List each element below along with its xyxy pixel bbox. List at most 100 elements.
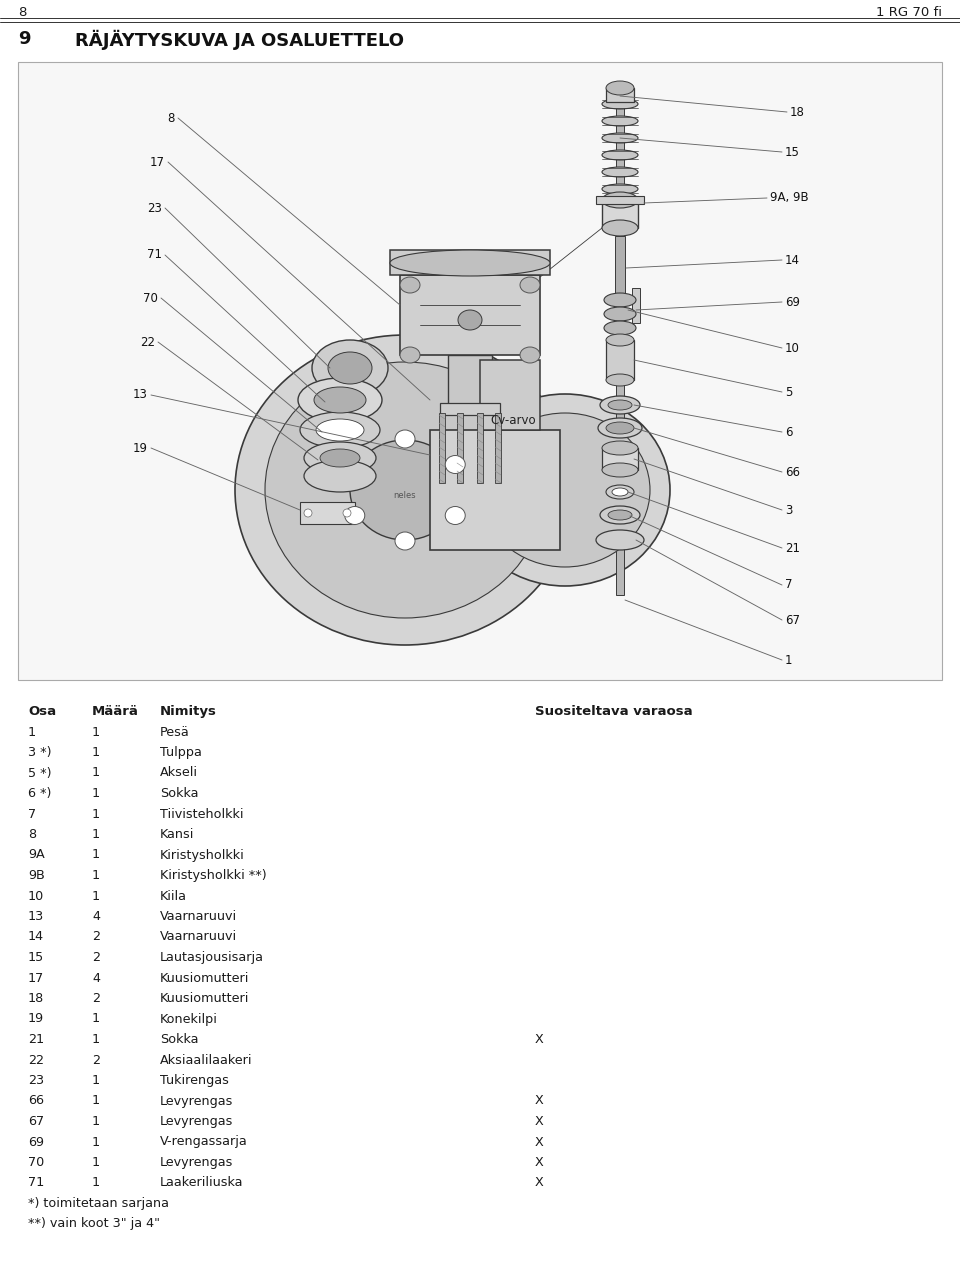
Text: Kiristysholkki **): Kiristysholkki **) (160, 869, 267, 882)
Text: Nimitys: Nimitys (160, 705, 217, 718)
Text: Vaarnaruuvi: Vaarnaruuvi (160, 910, 237, 923)
Text: 21: 21 (785, 541, 800, 554)
Text: 1: 1 (92, 1033, 100, 1046)
Text: 71: 71 (147, 248, 162, 261)
Text: Tulppa: Tulppa (160, 746, 202, 759)
Text: Suositeltava varaosa: Suositeltava varaosa (535, 705, 692, 718)
Text: Levyrengas: Levyrengas (160, 1094, 233, 1107)
Ellipse shape (606, 81, 634, 95)
Text: 8: 8 (18, 6, 26, 19)
Bar (477, 413, 483, 483)
Ellipse shape (445, 507, 466, 525)
Ellipse shape (604, 307, 636, 321)
Text: 22: 22 (28, 1053, 44, 1066)
Ellipse shape (320, 449, 360, 467)
Text: 3 *): 3 *) (28, 746, 52, 759)
Ellipse shape (600, 506, 640, 524)
Text: Osa: Osa (28, 705, 56, 718)
Text: 15: 15 (28, 951, 44, 964)
Text: 10: 10 (785, 342, 800, 355)
Ellipse shape (604, 321, 636, 335)
Text: neles: neles (394, 490, 417, 499)
Ellipse shape (400, 276, 420, 293)
Text: 17: 17 (150, 155, 165, 169)
Text: 1: 1 (92, 808, 100, 820)
Ellipse shape (395, 532, 415, 550)
Text: 3: 3 (785, 503, 792, 517)
Text: Määrä: Määrä (92, 705, 139, 718)
Ellipse shape (265, 362, 545, 618)
Text: 9A, 9B: 9A, 9B (770, 192, 808, 205)
Text: 5: 5 (785, 385, 792, 398)
Text: 2: 2 (92, 1053, 100, 1066)
Text: 2: 2 (92, 931, 100, 943)
Bar (390, 250, 550, 275)
Text: 18: 18 (790, 105, 804, 119)
Text: 5 *): 5 *) (28, 767, 52, 780)
Ellipse shape (598, 419, 642, 438)
Text: RÄJÄYTYSKUVA JA OSALUETTELO: RÄJÄYTYSKUVA JA OSALUETTELO (75, 29, 404, 50)
Ellipse shape (312, 340, 388, 396)
Ellipse shape (602, 116, 638, 125)
Text: 69: 69 (785, 296, 800, 308)
Text: 70: 70 (143, 292, 158, 305)
Ellipse shape (606, 422, 634, 434)
Ellipse shape (602, 184, 638, 195)
Text: Kuusiomutteri: Kuusiomutteri (160, 972, 250, 984)
Text: 14: 14 (785, 253, 800, 266)
Ellipse shape (606, 334, 634, 346)
Text: 18: 18 (28, 992, 44, 1005)
Text: 69: 69 (28, 1135, 44, 1148)
Text: 1: 1 (92, 726, 100, 739)
Ellipse shape (520, 347, 540, 364)
Bar (495, 413, 501, 483)
Text: 7: 7 (785, 579, 793, 591)
Ellipse shape (304, 442, 376, 474)
Text: 6: 6 (785, 425, 793, 439)
Text: X: X (535, 1176, 543, 1189)
Ellipse shape (602, 150, 638, 160)
Text: 1: 1 (92, 1135, 100, 1148)
Text: 1: 1 (92, 1176, 100, 1189)
Text: 9B: 9B (28, 869, 45, 882)
Text: Laakeriliuska: Laakeriliuska (160, 1176, 244, 1189)
Text: 66: 66 (28, 1094, 44, 1107)
Ellipse shape (602, 192, 638, 207)
Text: Kiila: Kiila (160, 890, 187, 902)
Text: X: X (535, 1156, 543, 1169)
Text: 19: 19 (133, 442, 148, 454)
Text: Aksiaalilaakeri: Aksiaalilaakeri (160, 1053, 252, 1066)
Bar (602, 200, 638, 228)
Bar (616, 105, 624, 595)
Bar (632, 288, 640, 323)
Text: Cv-arvo: Cv-arvo (490, 413, 536, 426)
Ellipse shape (460, 394, 670, 586)
Ellipse shape (400, 347, 420, 364)
Text: 1: 1 (92, 1115, 100, 1128)
Bar (457, 413, 463, 483)
Text: 10: 10 (28, 890, 44, 902)
Ellipse shape (608, 399, 632, 410)
Text: 1: 1 (92, 1074, 100, 1087)
Text: 1: 1 (92, 1094, 100, 1107)
Text: X: X (535, 1033, 543, 1046)
Text: 7: 7 (28, 808, 36, 820)
Text: *) toimitetaan sarjana: *) toimitetaan sarjana (28, 1197, 169, 1210)
Ellipse shape (235, 335, 575, 645)
Text: Tukirengas: Tukirengas (160, 1074, 228, 1087)
Ellipse shape (304, 460, 376, 492)
Text: 15: 15 (785, 146, 800, 159)
Text: Tiivisteholkki: Tiivisteholkki (160, 808, 244, 820)
Text: 66: 66 (785, 466, 800, 479)
Text: 4: 4 (92, 972, 100, 984)
Bar (430, 430, 560, 550)
Text: 13: 13 (28, 910, 44, 923)
Bar (606, 340, 634, 380)
Text: 1 RG 70 fi: 1 RG 70 fi (876, 6, 942, 19)
Text: 67: 67 (28, 1115, 44, 1128)
Text: Pesä: Pesä (160, 726, 190, 739)
Bar (596, 196, 644, 204)
Bar (448, 355, 492, 410)
Text: 1: 1 (785, 654, 793, 667)
Ellipse shape (328, 352, 372, 384)
